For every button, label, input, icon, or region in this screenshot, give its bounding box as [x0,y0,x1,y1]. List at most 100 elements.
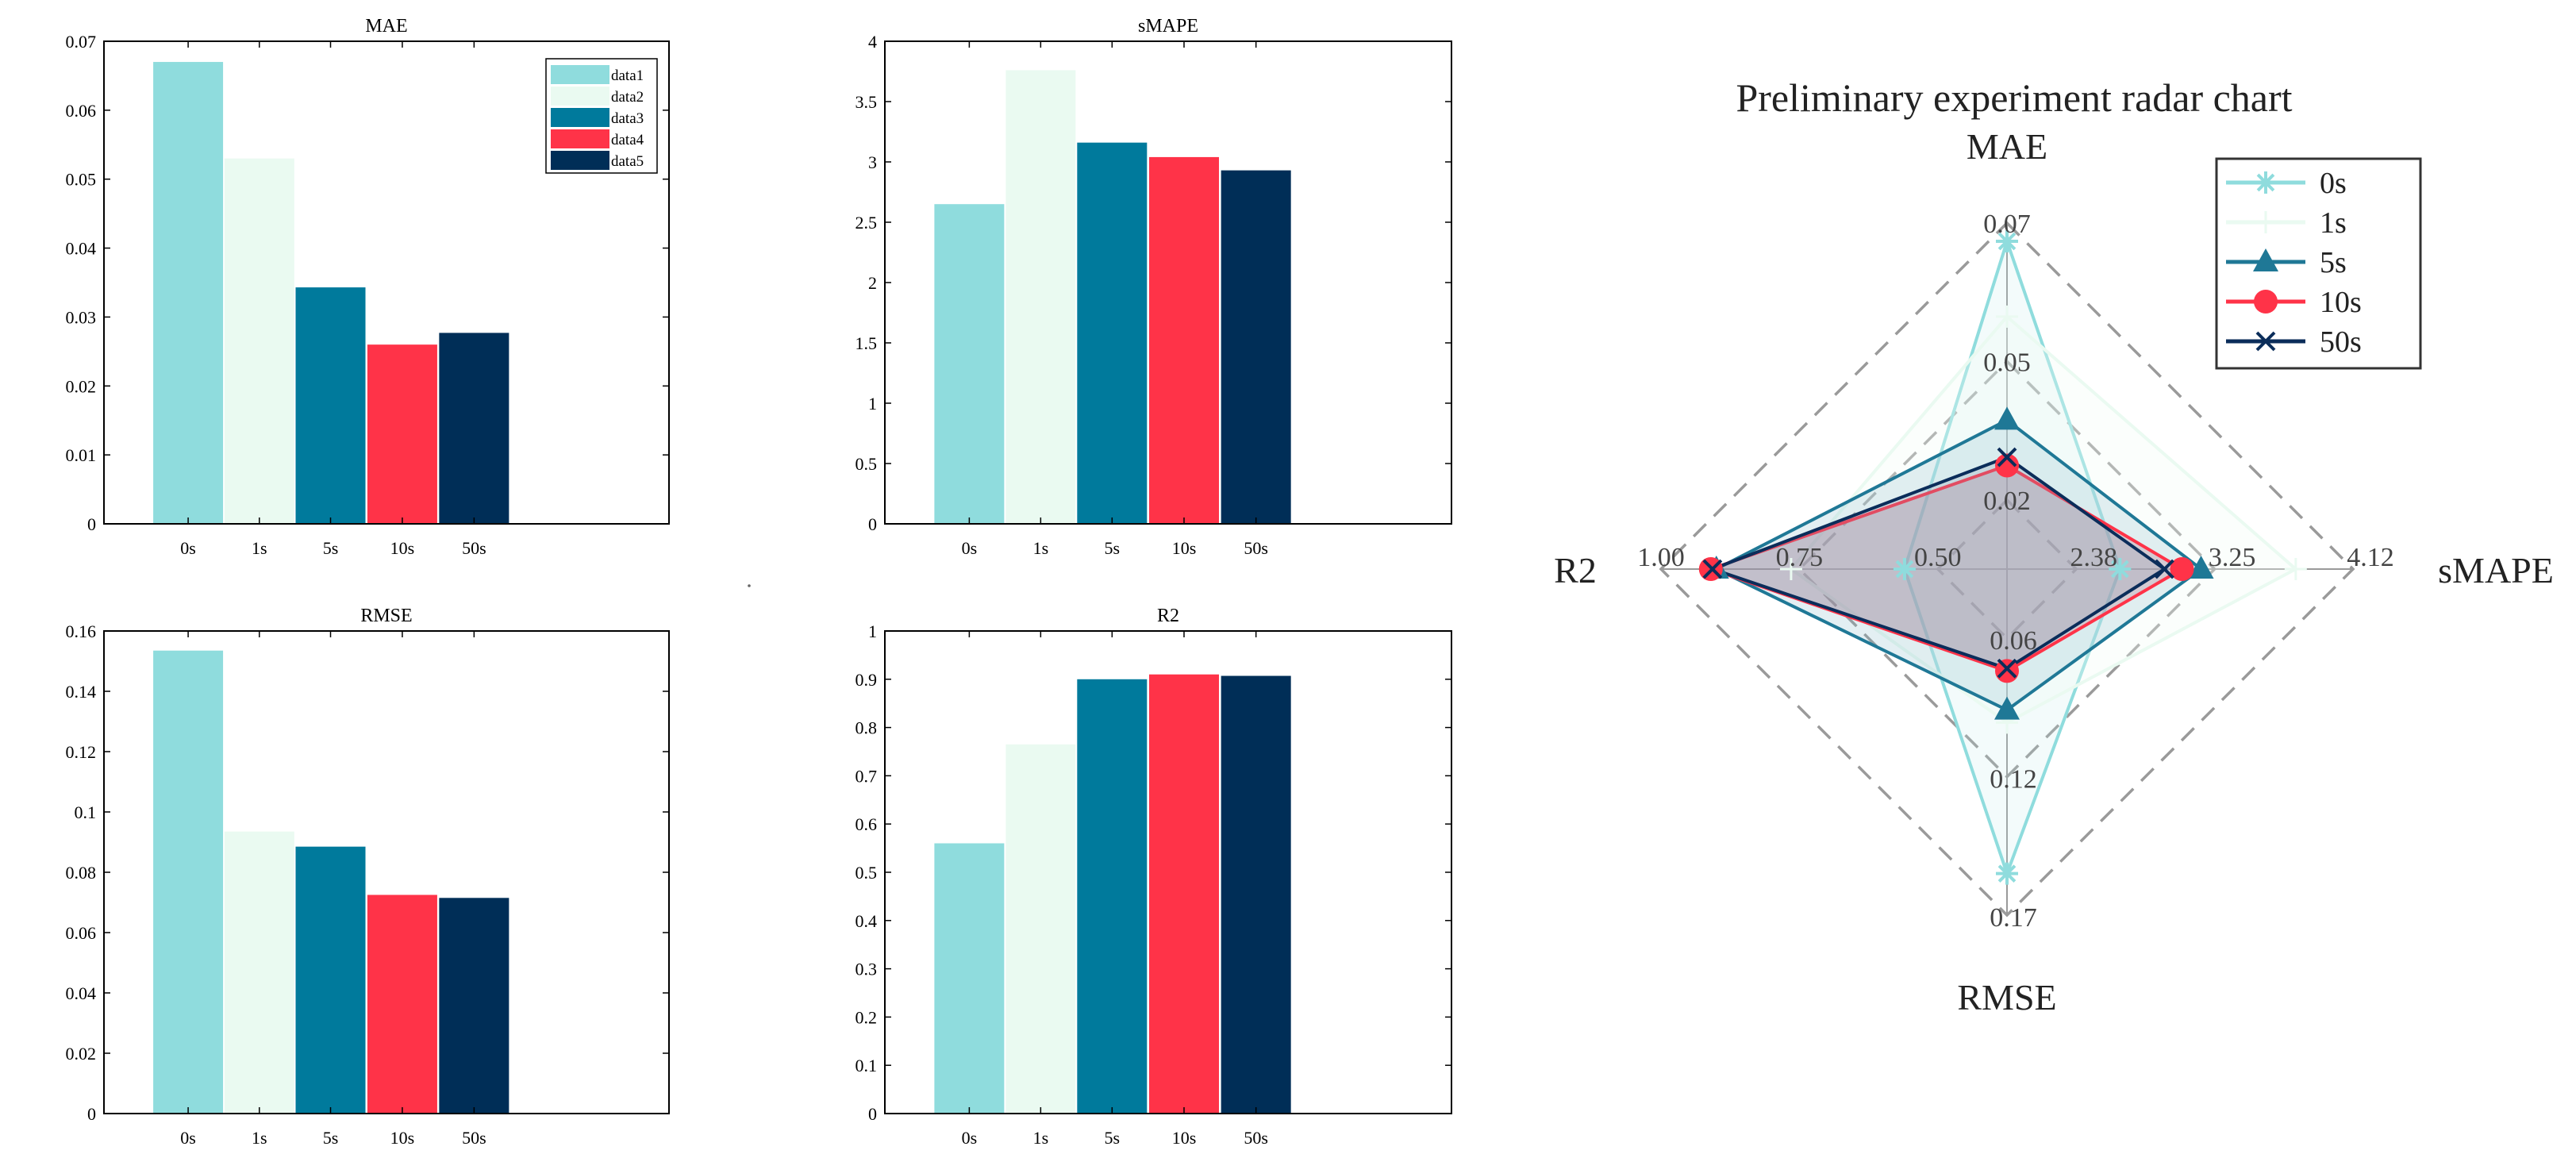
rmse-ytick-label: 0 [87,1104,96,1124]
radar-point-5s-MAE [1994,406,2020,430]
smape-xtick-50s: 50s [1244,538,1268,558]
rmse-ytick-label: 0.08 [66,863,97,883]
mae-ytick-label: 0 [87,514,96,534]
rmse-xtick-10s: 10s [390,1128,415,1148]
radar-axis-name-RMSE: RMSE [1957,977,2056,1018]
r2-bar-0s [934,843,1005,1114]
radar-legend-label-50s: 50s [2320,325,2362,359]
mae-bar-50s [439,333,509,524]
radar-point-0s-sMAPE [2109,558,2132,580]
rmse-bar-1s [224,831,294,1114]
rmse-bar-5s [295,846,366,1114]
radar-tick-R2: 1.00 [1637,543,1685,572]
mae-xtick-1s: 1s [252,538,267,558]
radar-point-5s-sMAPE [2188,556,2214,579]
smape-bar-10s [1148,156,1219,525]
rmse-xtick-5s: 5s [323,1128,339,1148]
radar-tick-R2: 0.75 [1776,543,1824,572]
radar-tick-sMAPE: 4.12 [2347,543,2394,572]
rmse-ytick-label: 0.06 [66,923,97,943]
smape-bar-5s [1077,142,1148,524]
mae-bar-1s [224,158,294,524]
legend-label-data3: data3 [611,110,644,127]
smape-bar-0s [934,204,1005,524]
rmse-xtick-1s: 1s [252,1128,267,1148]
radar-point-50s-RMSE [1997,658,2017,679]
smape-xtick-10s: 10s [1172,538,1197,558]
rmse-xtick-50s: 50s [462,1128,486,1148]
radar-legend: 0s 1s 5s 10s 50s [2215,157,2422,370]
mae-axes-frame [103,40,670,525]
legend-label-data2: data2 [611,89,644,106]
smape-bar-50s [1221,170,1291,524]
radar-point-10s-RMSE [1995,659,2019,683]
radar-grid-ring-0 [1936,498,2078,641]
smape-xtick-5s: 5s [1105,538,1121,558]
rmse-bar-10s [367,894,437,1114]
r2-ytick-label: 1 [868,621,877,641]
legend-swatch-data2 [551,87,609,106]
r2-ytick-label: 0.2 [855,1007,878,1027]
smape-xtick-1s: 1s [1033,538,1049,558]
radar-tick-MAE: 0.05 [1983,348,2031,377]
mae-panel: 0s 1s 5s 10s 50s 0 0.01 0.02 0.03 0.04 0.05 0.06 0.0… [66,16,670,558]
radar-legend-marker-1s [2255,211,2277,233]
smape-ytick-label: 0 [868,514,877,534]
mae-xtick-10s: 10s [390,538,415,558]
legend-swatch-data3 [551,108,609,127]
mae-ytick-label: 0.01 [66,445,97,465]
radar-tick-R2: 0.50 [1914,543,1962,572]
radar-point-10s-sMAPE [2170,557,2194,581]
radar-tick-MAE: 0.07 [1983,210,2031,239]
smape-ytick-label: 2.5 [855,213,878,233]
radar-point-0s-MAE [1996,230,2018,253]
r2-title: R2 [1157,606,1179,626]
radar-point-1s-sMAPE [2284,558,2307,580]
mae-ytick-label: 0.05 [66,170,97,190]
rmse-ytick-label: 0.1 [75,802,97,822]
radar-legend-marker-0s [2255,171,2277,194]
radar-title: Preliminary experiment radar chart [1736,75,2292,120]
smape-ytick-label: 1 [868,394,877,414]
radar-point-50s-MAE [1997,447,2017,467]
smape-ytick-label: 1.5 [855,333,878,353]
rmse-axes-frame [103,630,670,1114]
r2-xtick-50s: 50s [1244,1128,1268,1148]
r2-bar-10s [1148,674,1219,1114]
rmse-panel: 0s 1s 5s 10s 50s 0 0.02 0.04 0.06 0.08 0.1 0.12 0.14… [66,606,670,1148]
radar-chart: 0.02 0.05 0.07 2.38 3.25 4.12 0.06 0.12 0.17 0.50… [1554,75,2554,1018]
radar-point-0s-RMSE [1996,862,2018,885]
smape-ytick-label: 2 [868,273,877,293]
r2-xtick-5s: 5s [1105,1128,1121,1148]
mae-bar-10s [367,344,437,524]
rmse-bar-0s [153,650,224,1114]
radar-point-50s-R2 [1702,559,1723,579]
legend-label-data1: data1 [611,67,644,84]
r2-xtick-10s: 10s [1172,1128,1197,1148]
r2-bar-5s [1077,679,1148,1114]
r2-ytick-label: 0.3 [855,960,878,979]
radar-point-1s-MAE [1996,305,2018,328]
radar-legend-label-5s: 5s [2320,246,2347,279]
rmse-bar-50s [439,898,509,1114]
rmse-ytick-label: 0.04 [66,983,97,1003]
radar-tick-MAE: 0.02 [1983,487,2031,516]
radar-tick-RMSE: 0.17 [1990,903,2037,933]
radar-axis-name-MAE: MAE [1967,126,2047,167]
smape-ytick-label: 4 [868,32,877,52]
stray-dot [748,584,751,587]
mae-ytick-label: 0.07 [66,32,97,52]
radar-legend-label-0s: 0s [2320,167,2347,200]
radar-legend-label-1s: 1s [2320,206,2347,240]
smape-bar-1s [1005,70,1076,525]
radar-point-1s-R2 [1779,558,1802,580]
smape-axes-frame [884,40,1452,525]
legend-label-data4: data4 [611,132,644,148]
mae-legend: data1 data2 data3 data4 data5 [545,58,658,174]
r2-ytick-label: 0.7 [855,766,878,786]
rmse-ytick-label: 0.14 [66,682,97,702]
r2-xtick-1s: 1s [1033,1128,1049,1148]
rmse-ytick-label: 0.16 [66,621,97,641]
radar-legend-marker-10s [2254,290,2278,314]
rmse-ytick-label: 0.02 [66,1044,97,1064]
